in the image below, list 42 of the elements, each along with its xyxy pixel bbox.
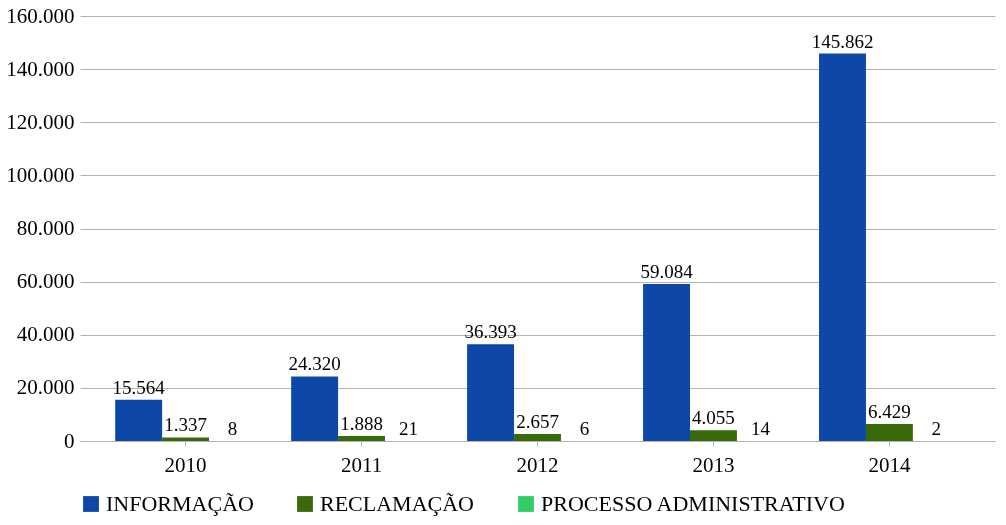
y-tick-label: 80.000 (16, 216, 75, 240)
data-label: 1.888 (340, 412, 383, 434)
y-tick-label: 0 (64, 428, 75, 453)
y-tick-label: 140.000 (6, 56, 75, 81)
data-label: 6 (579, 417, 590, 439)
y-tick-label: 60.000 (16, 269, 75, 294)
y-tick-label: 40.000 (16, 322, 75, 347)
y-tick-label: 20.000 (16, 375, 75, 400)
data-label: 1.337 (164, 414, 207, 436)
data-label: 14 (750, 417, 771, 439)
data-label: 6.429 (868, 400, 911, 422)
data-label: 59.084 (640, 261, 694, 283)
data-label: 4.055 (692, 407, 735, 429)
data-label: 24.320 (288, 353, 341, 375)
bar (865, 423, 913, 441)
bar (115, 399, 163, 441)
x-tick-label: 2011 (340, 452, 383, 477)
bar (690, 430, 737, 441)
legend-label: PROCESSO ADMINISTRATIVO (541, 491, 845, 516)
y-tick-label: 100.000 (6, 162, 75, 187)
bar (467, 344, 515, 441)
x-tick-label: 2014 (868, 452, 911, 477)
x-tick-label: 2010 (164, 452, 207, 477)
bar (291, 376, 339, 441)
x-tick-label: 2012 (516, 452, 559, 477)
bar (338, 435, 385, 441)
data-label: 2 (931, 417, 942, 439)
legend-label: RECLAMAÇÃO (320, 491, 475, 516)
legend-label: INFORMAÇÃO (106, 491, 254, 516)
bar (819, 53, 866, 441)
data-label: 8 (227, 417, 238, 439)
data-label: 36.393 (464, 321, 517, 343)
data-label: 2.657 (516, 410, 559, 432)
y-tick-label: 160.000 (6, 3, 75, 28)
bar (643, 284, 690, 441)
data-label: 145.862 (811, 30, 874, 52)
x-tick-label: 2013 (692, 452, 735, 477)
data-label: 15.564 (112, 376, 166, 398)
data-label: 21 (398, 417, 418, 439)
bar (162, 437, 210, 441)
bar (514, 433, 561, 441)
y-tick-label: 120.000 (6, 109, 75, 134)
